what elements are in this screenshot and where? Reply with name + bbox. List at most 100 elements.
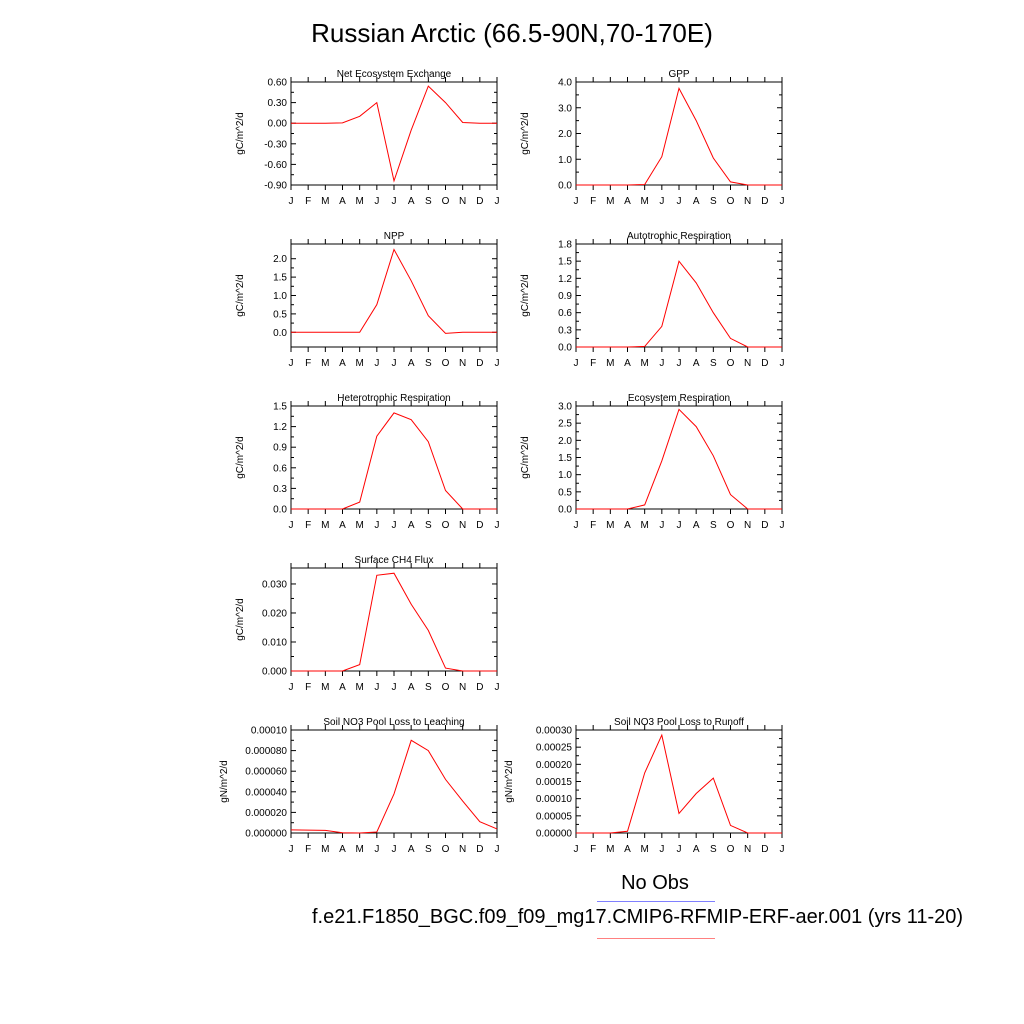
- y-tick-label: 1.5: [558, 453, 572, 464]
- chart-panel: Soil NO3 Pool Loss to Runoff gN/m^2/d 0.00…: [504, 717, 785, 855]
- x-tick-label: N: [744, 196, 751, 207]
- legend-model-label: f.e21.F1850_BGC.f09_f09_mg17.CMIP6-RFMIP…: [312, 906, 964, 928]
- x-tick-label: M: [355, 844, 363, 855]
- y-tick-label: 1.2: [558, 274, 572, 285]
- y-tick-label: 0.00025: [536, 743, 573, 754]
- legend-obs-label: No Obs: [621, 872, 689, 894]
- x-tick-label: A: [408, 682, 415, 693]
- chart-title: Autotrophic Respiration: [627, 231, 731, 242]
- x-tick-label: J: [374, 196, 379, 207]
- x-tick-label: A: [339, 844, 346, 855]
- x-tick-label: A: [408, 520, 415, 531]
- y-tick-label: 0.3: [558, 325, 572, 336]
- x-tick-label: M: [640, 358, 648, 369]
- y-tick-label: 2.0: [558, 436, 572, 447]
- y-tick-label: 0.00020: [536, 760, 573, 771]
- x-tick-label: J: [495, 682, 500, 693]
- y-tick-label: 3.0: [558, 402, 572, 413]
- x-tick-label: M: [606, 520, 614, 531]
- x-tick-label: D: [476, 682, 483, 693]
- x-tick-label: A: [624, 358, 631, 369]
- x-tick-label: J: [374, 844, 379, 855]
- x-tick-label: N: [459, 682, 466, 693]
- x-tick-label: D: [761, 358, 768, 369]
- x-tick-label: A: [339, 358, 346, 369]
- x-tick-label: J: [289, 196, 294, 207]
- x-tick-label: J: [374, 358, 379, 369]
- x-tick-label: M: [606, 844, 614, 855]
- y-tick-label: 0.00: [268, 119, 288, 130]
- x-tick-label: A: [624, 844, 631, 855]
- x-tick-label: J: [677, 358, 682, 369]
- x-tick-label: A: [693, 520, 700, 531]
- x-tick-label: J: [574, 844, 579, 855]
- x-tick-label: F: [305, 196, 311, 207]
- x-tick-label: J: [780, 358, 785, 369]
- x-tick-label: S: [710, 520, 717, 531]
- x-tick-label: A: [624, 196, 631, 207]
- y-tick-label: 0.030: [262, 579, 287, 590]
- x-tick-label: F: [305, 520, 311, 531]
- chart-title: Net Ecosystem Exchange: [337, 69, 452, 80]
- x-tick-label: J: [392, 682, 397, 693]
- x-tick-label: J: [495, 358, 500, 369]
- x-tick-label: A: [693, 196, 700, 207]
- x-tick-label: A: [693, 358, 700, 369]
- plot-frame: [575, 243, 783, 348]
- y-tick-label: 0.0: [273, 505, 287, 516]
- y-tick-label: 0.000020: [245, 808, 287, 819]
- x-tick-label: M: [321, 196, 329, 207]
- y-tick-label: 0.0: [273, 328, 287, 339]
- x-tick-label: A: [693, 844, 700, 855]
- x-tick-label: J: [289, 358, 294, 369]
- x-tick-label: F: [590, 358, 596, 369]
- y-tick-label: 0.0: [558, 343, 572, 354]
- x-tick-label: M: [606, 196, 614, 207]
- x-tick-label: A: [339, 196, 346, 207]
- y-tick-label: 0.00030: [536, 726, 573, 737]
- y-tick-label: 0.5: [558, 487, 572, 498]
- x-tick-label: S: [425, 520, 432, 531]
- x-tick-label: F: [590, 196, 596, 207]
- x-tick-label: J: [659, 520, 664, 531]
- chart-title: Soil NO3 Pool Loss to Runoff: [614, 717, 744, 728]
- chart-panel: Surface CH4 Flux gC/m^2/d 0.030 0.020 0.010 0…: [235, 555, 500, 693]
- x-tick-label: O: [727, 358, 735, 369]
- series-line: [291, 412, 497, 510]
- y-axis-label: gC/m^2/d: [235, 112, 246, 155]
- x-tick-label: N: [744, 358, 751, 369]
- y-tick-label: 0.000060: [245, 767, 287, 778]
- series-line: [576, 260, 782, 348]
- y-tick-label: 1.0: [273, 291, 287, 302]
- y-axis-label: gN/m^2/d: [219, 760, 230, 803]
- x-tick-label: O: [442, 358, 450, 369]
- y-tick-label: 0.00005: [536, 811, 573, 822]
- x-tick-label: M: [355, 196, 363, 207]
- y-tick-label: 0.6: [273, 463, 287, 474]
- x-tick-label: J: [780, 844, 785, 855]
- x-tick-label: M: [640, 520, 648, 531]
- plot-frame: [575, 81, 783, 186]
- y-tick-label: -0.60: [264, 160, 287, 171]
- y-tick-label: 2.0: [273, 254, 287, 265]
- y-tick-label: 0.00015: [536, 777, 573, 788]
- x-tick-label: M: [606, 358, 614, 369]
- y-tick-label: 1.0: [558, 155, 572, 166]
- x-tick-label: J: [659, 844, 664, 855]
- x-tick-label: A: [408, 358, 415, 369]
- x-tick-label: D: [476, 196, 483, 207]
- chart-title: Soil NO3 Pool Loss to Leaching: [323, 717, 464, 728]
- y-tick-label: 1.5: [558, 257, 572, 268]
- y-tick-label: 3.0: [558, 103, 572, 114]
- x-tick-label: A: [339, 520, 346, 531]
- x-tick-label: S: [425, 196, 432, 207]
- y-tick-label: 0.9: [273, 443, 287, 454]
- x-tick-label: J: [495, 196, 500, 207]
- x-tick-label: F: [305, 358, 311, 369]
- y-axis-label: gC/m^2/d: [520, 112, 531, 155]
- y-tick-label: 0.000000: [245, 829, 287, 840]
- chart-title: GPP: [668, 69, 689, 80]
